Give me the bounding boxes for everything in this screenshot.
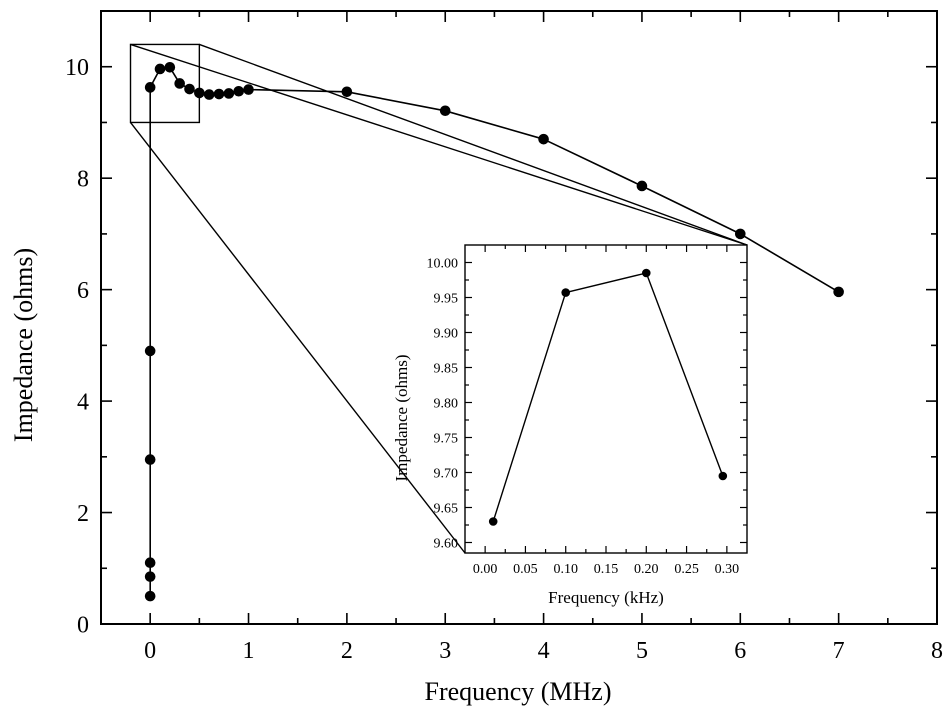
inset-x-tick-label: 0.00 — [473, 562, 498, 577]
main-data-point — [144, 345, 156, 357]
zoom-box — [129, 43, 201, 124]
main-y-tick-label: 4 — [77, 389, 89, 415]
main-data-point — [233, 85, 244, 97]
main-x-tick-label: 0 — [144, 638, 156, 664]
inset-x-axis-title: Frequency (kHz) — [548, 588, 664, 607]
main-data-point — [144, 82, 156, 93]
main-data-point — [174, 78, 185, 89]
main-data-point — [439, 105, 451, 117]
main-data-point — [144, 590, 156, 602]
main-data-point — [243, 84, 254, 95]
inset-y-axis-title: Impedance (ohms) — [392, 355, 411, 482]
inset-series-line — [492, 272, 724, 522]
main-data-point — [734, 228, 746, 240]
inset-x-tick-label: 0.05 — [513, 562, 538, 577]
inset-y-tick-label: 9.85 — [434, 361, 459, 376]
inset-x-tick-label: 0.25 — [674, 562, 699, 577]
main-data-point — [341, 86, 353, 98]
main-y-tick-label: 2 — [77, 501, 89, 527]
inset-y-tick-label: 9.65 — [434, 501, 459, 516]
main-data-point — [144, 557, 156, 568]
main-x-tick-label: 2 — [341, 638, 353, 664]
main-x-tick-label: 3 — [439, 638, 451, 664]
inset-data-point — [641, 268, 651, 278]
inset-y-tick-label: 10.00 — [427, 256, 459, 271]
inset-y-tick-label: 9.90 — [434, 326, 459, 341]
main-data-point — [833, 286, 844, 298]
main-data-point — [154, 63, 166, 75]
zoom-connector-line — [129, 122, 466, 554]
main-y-tick-label: 8 — [77, 167, 89, 193]
zoom-connectors — [129, 43, 748, 554]
inset-x-tick-label: 0.10 — [553, 562, 578, 577]
main-x-tick-label: 8 — [931, 638, 943, 664]
main-x-tick-label: 6 — [734, 638, 746, 664]
main-data-point — [144, 571, 156, 582]
main-data-point — [164, 61, 176, 73]
inset-x-tick-label: 0.15 — [594, 562, 619, 577]
main-y-axis-title: Impedance (ohms) — [9, 248, 38, 442]
main-y-tick-label: 10 — [65, 55, 89, 81]
inset-plot: 0.00 0.05 0.10 0.15 0.20 0.25 0.30 9.60 9.65 9.70… — [427, 244, 748, 577]
inset-x-tick-label: 0.30 — [715, 562, 740, 577]
inset-x-tick-label: 0.20 — [634, 562, 659, 577]
main-data-point — [636, 180, 648, 192]
zoom-connector-line — [130, 43, 748, 246]
inset-y-tick-label: 9.95 — [434, 291, 459, 306]
main-x-tick-label: 5 — [636, 638, 648, 664]
zoom-connector-line — [199, 43, 748, 246]
main-data-point — [538, 133, 549, 145]
inset-y-tick-label: 9.80 — [434, 396, 459, 411]
main-y-tick-label: 6 — [77, 278, 89, 304]
inset-plot-frame — [464, 244, 748, 554]
inset-data-point — [718, 471, 728, 481]
main-data-point — [203, 89, 215, 100]
inset-y-tick-label: 9.75 — [434, 431, 459, 446]
main-data-point — [223, 88, 235, 99]
main-data-point — [144, 454, 156, 465]
inset-data-point — [561, 288, 571, 297]
main-data-point — [213, 88, 225, 100]
inset-data-point — [488, 517, 498, 526]
main-data-point — [184, 83, 195, 95]
main-x-tick-label: 7 — [833, 638, 845, 664]
inset-y-tick-label: 9.70 — [434, 466, 459, 481]
main-x-tick-label: 4 — [538, 638, 550, 664]
main-x-axis-title: Frequency (MHz) — [425, 677, 612, 706]
inset-y-tick-label: 9.60 — [434, 536, 459, 551]
main-y-tick-label: 0 — [77, 612, 89, 638]
main-x-tick-label: 1 — [243, 638, 255, 664]
